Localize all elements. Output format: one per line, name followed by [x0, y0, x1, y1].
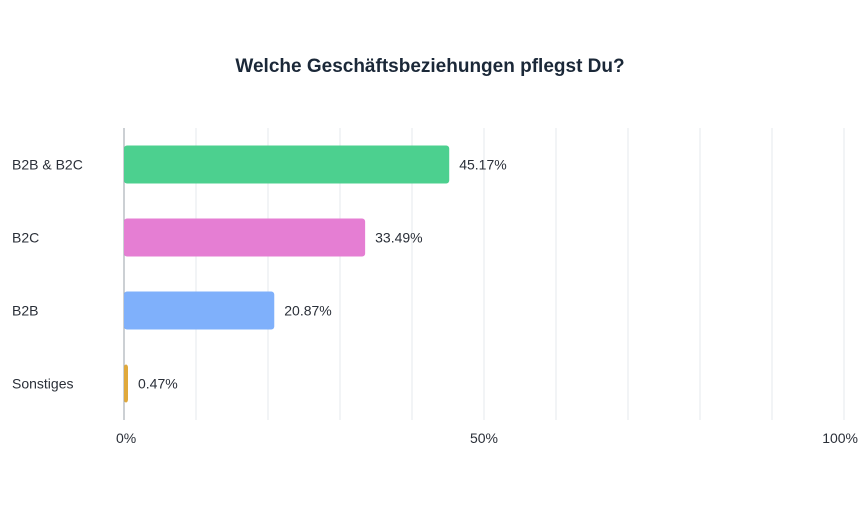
bar — [124, 218, 366, 257]
chart-title: Welche Geschäftsbeziehungen pflegst Du? — [235, 56, 625, 77]
value-label: 0.47% — [138, 376, 178, 392]
category-label: B2C — [12, 230, 39, 246]
x-tick-label: 0% — [116, 430, 136, 446]
x-tick-label: 100% — [822, 430, 858, 446]
category-label: Sonstiges — [12, 376, 73, 392]
category-label: B2B & B2C — [12, 157, 83, 173]
category-label: B2B — [12, 303, 38, 319]
bar — [124, 364, 128, 403]
value-label: 20.87% — [284, 303, 331, 319]
value-label: 33.49% — [375, 230, 422, 246]
bar — [124, 145, 450, 184]
bar — [124, 291, 275, 330]
value-label: 45.17% — [459, 157, 506, 173]
x-tick-label: 50% — [470, 430, 498, 446]
